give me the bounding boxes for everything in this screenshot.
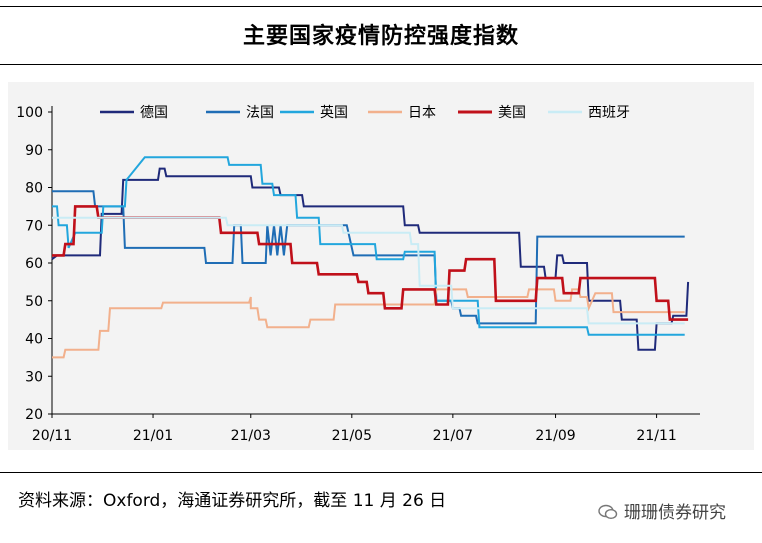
y-tick-label: 100: [16, 105, 43, 121]
series-line-美国: [52, 205, 689, 321]
legend-label: 美国: [498, 105, 526, 121]
line-chart: 20 30 40 50 60 70 80 90 100 20/11 21/01 21/03 21/05 2…: [16, 104, 700, 444]
legend-label: 法国: [246, 105, 274, 121]
x-tick-label: 21/07: [433, 428, 473, 444]
y-tick-label: 20: [25, 407, 43, 423]
y-tick-label: 60: [25, 256, 43, 272]
y-tick-label: 50: [25, 294, 43, 310]
x-tick-label: 21/11: [636, 428, 676, 444]
chart-title: 主要国家疫情防控强度指数: [242, 24, 519, 49]
y-tick-label: 90: [25, 143, 43, 159]
wechat-icon: [598, 504, 618, 520]
x-tick-label: 21/05: [332, 428, 372, 444]
y-tick-label: 70: [25, 218, 43, 234]
watermark-text: 珊珊债券研究: [624, 503, 726, 523]
series-line-西班牙: [52, 216, 685, 325]
y-tick-label: 80: [25, 181, 43, 197]
legend-label: 英国: [320, 104, 348, 121]
legend-label: 西班牙: [588, 105, 630, 121]
series-line-日本: [52, 288, 685, 359]
source-divider: [0, 472, 762, 473]
top-border: [0, 6, 762, 7]
y-tick-label: 40: [25, 332, 43, 348]
x-tick-label: 21/01: [133, 428, 173, 444]
y-tick-label: 30: [25, 369, 43, 385]
source-note: 资料来源：Oxford，海通证券研究所，截至 11 月 26 日: [18, 491, 447, 511]
chart-panel: 20 30 40 50 60 70 80 90 100 20/11 21/01 21/03 21/05 2…: [8, 82, 754, 450]
title-underline: [0, 64, 762, 65]
x-tick-label: 21/03: [231, 428, 271, 444]
x-tick-label: 21/09: [535, 428, 575, 444]
x-tick-label: 20/11: [32, 428, 72, 444]
legend-label: 德国: [140, 105, 168, 121]
watermark: 珊珊债券研究: [598, 498, 726, 523]
legend-label: 日本: [408, 105, 436, 121]
